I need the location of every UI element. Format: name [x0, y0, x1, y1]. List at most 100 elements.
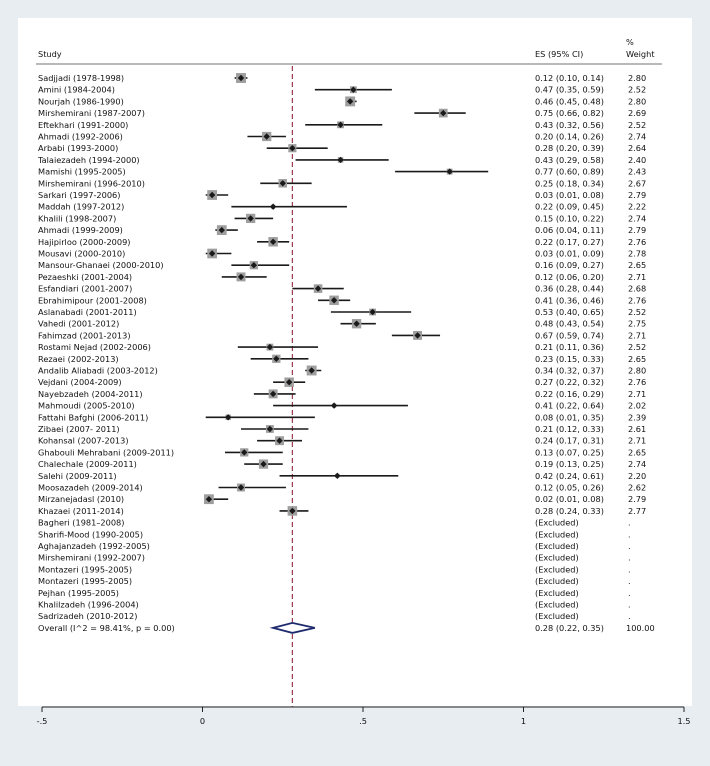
- study-weight: 2.74: [628, 213, 646, 223]
- study-es-text: 0.22 (0.16, 0.29): [535, 389, 604, 399]
- study-weight: .: [628, 600, 631, 610]
- study-es-text: 0.02 (0.01, 0.08): [535, 494, 604, 504]
- study-es-text: 0.41 (0.22, 0.64): [535, 401, 604, 411]
- study-label: Aghajanzadeh (1992-2005): [38, 541, 150, 551]
- study-label: Mamishi (1995-2005): [38, 167, 126, 177]
- study-label: Ahmadi (1999-2009): [38, 225, 123, 235]
- study-label: Nourjah (1986-1990): [38, 96, 124, 106]
- study-point-estimate: [237, 484, 245, 491]
- study-point-estimate: [440, 109, 447, 117]
- study-point-estimate: [247, 215, 254, 222]
- study-label: Mirshemirani (1992-2007): [38, 553, 145, 563]
- study-es-text: 0.27 (0.22, 0.32): [535, 377, 604, 387]
- study-es-text: 0.21 (0.11, 0.36): [535, 342, 604, 352]
- study-label: Sadrizadeh (2010-2012): [38, 611, 137, 621]
- study-label: Mirshemirani (1996-2010): [38, 178, 145, 188]
- study-point-estimate: [250, 262, 258, 269]
- study-weight: 2.65: [628, 354, 646, 364]
- study-label: Sarkari (1997-2006): [38, 190, 120, 200]
- study-es-text: 0.42 (0.24, 0.61): [535, 471, 604, 481]
- study-point-estimate: [266, 425, 274, 433]
- header-weight-top: %: [626, 37, 634, 47]
- study-point-estimate: [330, 297, 338, 304]
- x-tick-label: -.5: [37, 716, 48, 726]
- study-point-estimate: [276, 437, 283, 444]
- study-label: Maddah (1997-2012): [38, 202, 124, 212]
- study-label: Talaiezadeh (1994-2000): [37, 155, 140, 165]
- study-label: Nayebzadeh (2004-2011): [38, 389, 143, 399]
- plot-panel: [18, 18, 692, 706]
- study-point-estimate: [285, 379, 293, 386]
- study-weight: 2.77: [628, 506, 646, 516]
- study-weight: 2.52: [628, 85, 646, 95]
- study-es-text: 0.15 (0.10, 0.22): [535, 213, 604, 223]
- study-es-text: (Excluded): [535, 600, 579, 610]
- study-es-text: 0.03 (0.01, 0.09): [535, 249, 604, 259]
- overall-es-text: 0.28 (0.22, 0.35): [535, 623, 604, 633]
- study-es-text: (Excluded): [535, 576, 579, 586]
- study-weight: 2.20: [628, 471, 646, 481]
- study-point-estimate: [208, 250, 216, 257]
- study-weight: 2.40: [628, 155, 646, 165]
- study-point-estimate: [263, 133, 270, 140]
- study-es-text: 0.12 (0.05, 0.26): [535, 483, 604, 493]
- study-label: Ahmadi (1992-2006): [38, 132, 123, 142]
- study-weight: 2.71: [628, 272, 646, 282]
- study-weight: 2.61: [628, 424, 646, 434]
- study-es-text: 0.48 (0.43, 0.54): [535, 319, 604, 329]
- study-es-text: 0.28 (0.24, 0.33): [535, 506, 604, 516]
- study-label: Rezaei (2002-2013): [38, 354, 119, 364]
- x-tick-label: 1.5: [677, 716, 690, 726]
- study-label: Amini (1984-2004): [38, 85, 115, 95]
- study-label: Mirshemirani (1987-2007): [38, 108, 145, 118]
- study-label: Mousavi (2000-2010): [38, 249, 125, 259]
- study-es-text: (Excluded): [535, 588, 579, 598]
- study-weight: .: [628, 529, 631, 539]
- study-es-text: 0.41 (0.36, 0.46): [535, 295, 604, 305]
- study-point-estimate: [337, 156, 344, 164]
- study-weight: .: [628, 611, 631, 621]
- study-weight: .: [628, 576, 631, 586]
- study-point-estimate: [218, 226, 225, 234]
- study-label: Aslanabadi (2001-2011): [38, 307, 137, 317]
- study-point-estimate: [289, 145, 296, 152]
- header-study: Study: [38, 49, 62, 59]
- study-point-estimate: [279, 180, 286, 187]
- study-es-text: 0.53 (0.40, 0.65): [535, 307, 604, 317]
- header-weight-bottom: Weight: [626, 49, 655, 59]
- study-point-estimate: [237, 273, 245, 281]
- study-point-estimate: [446, 168, 453, 175]
- study-es-text: 0.20 (0.14, 0.26): [535, 132, 604, 142]
- study-label: Montazeri (1995-2005): [38, 564, 132, 574]
- x-tick-label: 1: [521, 716, 526, 726]
- study-point-estimate: [289, 507, 296, 515]
- study-es-text: 0.67 (0.59, 0.74): [535, 330, 604, 340]
- study-es-text: 0.22 (0.09, 0.45): [535, 202, 604, 212]
- study-weight: 2.67: [628, 178, 646, 188]
- overall-diamond: [269, 621, 316, 634]
- study-weight: .: [628, 588, 631, 598]
- study-es-text: 0.47 (0.35, 0.59): [535, 85, 604, 95]
- study-es-text: (Excluded): [535, 541, 579, 551]
- study-weight: 2.39: [628, 412, 646, 422]
- study-es-text: 0.16 (0.09, 0.27): [535, 260, 604, 270]
- study-label: Eftekhari (1991-2000): [38, 120, 128, 130]
- study-point-estimate: [208, 191, 216, 199]
- study-weight: 2.79: [628, 190, 646, 200]
- study-weight: 2.52: [628, 307, 646, 317]
- study-es-text: 0.43 (0.29, 0.58): [535, 155, 604, 165]
- study-weight: 2.43: [628, 167, 646, 177]
- study-es-text: 0.12 (0.10, 0.14): [535, 73, 604, 83]
- study-es-text: 0.06 (0.04, 0.11): [535, 225, 604, 235]
- study-weight: .: [628, 553, 631, 563]
- study-weight: 2.71: [628, 389, 646, 399]
- study-weight: 2.71: [628, 330, 646, 340]
- study-weight: 2.52: [628, 342, 646, 352]
- study-point-estimate: [260, 460, 267, 468]
- study-label: Ghabouli Mehrabani (2009-2011): [38, 447, 174, 457]
- study-es-text: (Excluded): [535, 611, 579, 621]
- study-label: Bagheri (1981–2008): [38, 518, 124, 528]
- study-weight: 2.52: [628, 120, 646, 130]
